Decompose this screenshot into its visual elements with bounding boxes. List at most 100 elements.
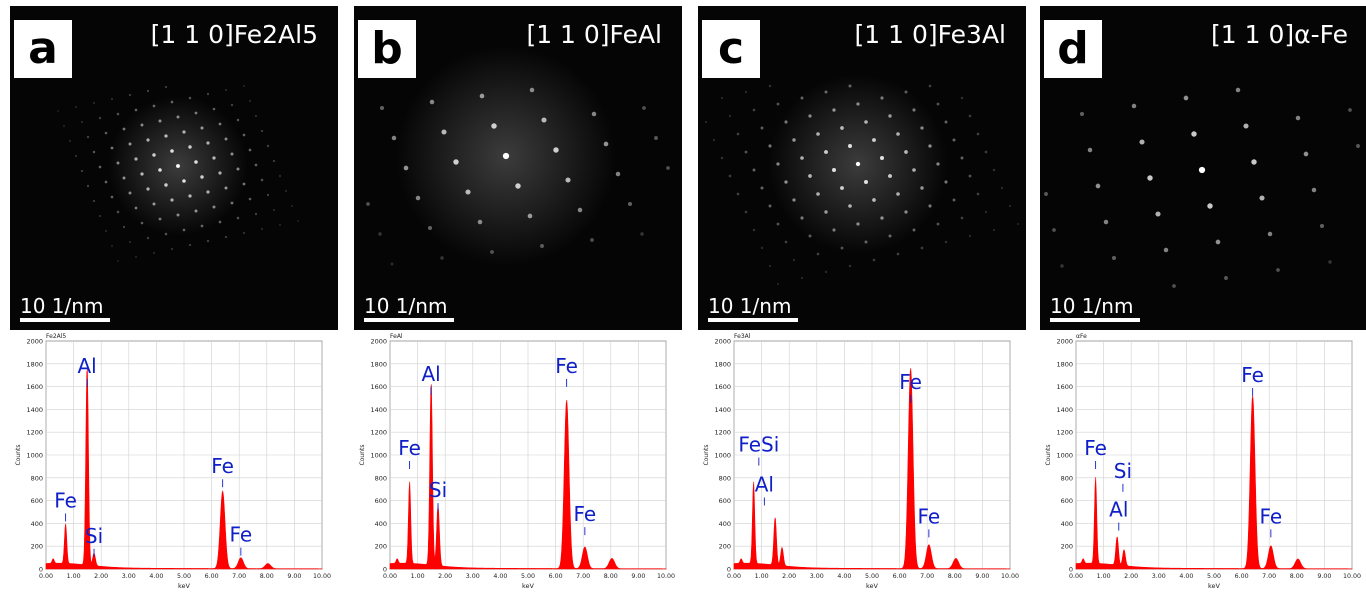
diffraction-spot [1052,228,1056,232]
scale-bar [20,318,110,322]
eds-spectrum: 0 200 400 600 800 1000 1200 1400 1600 1800 2000 0.0… [1040,333,1366,597]
diffraction-spot [279,224,281,226]
diffraction-spot [182,228,186,232]
diffraction-spot [590,238,594,242]
x-tick-label: 7.00 [1262,573,1276,580]
diffraction-spot [1008,204,1012,208]
x-tick-label: 4.00 [149,573,163,580]
x-tick-label: 2.00 [1124,573,1138,580]
diffraction-spot [912,168,916,172]
y-tick-label: 200 [375,543,387,551]
diffraction-spot [248,148,252,152]
diffraction-spot [200,224,204,228]
diffraction-spot [936,222,940,226]
eds-spectrum: 0 200 400 600 800 1000 1200 1400 1600 1800 2000 0.0… [10,333,338,597]
diffraction-spot [1276,268,1280,272]
diffraction-spot [928,84,932,88]
diffraction-spot [194,209,198,213]
scale-bar-label: 10 1/nm [1050,294,1134,318]
y-tick-label: 0 [727,566,731,574]
x-tick-label: 10.00 [1343,573,1361,580]
diffraction-spot [541,117,547,123]
diffraction-spot [872,138,876,142]
diffraction-spot [152,104,156,108]
diffraction-spot [212,107,216,111]
diffraction-spot [164,134,168,138]
diffraction-spot [728,114,732,118]
diffraction-spot [74,154,78,158]
diffraction-spot [808,114,812,118]
diffraction-spot [968,174,972,178]
diffraction-spot [984,150,988,154]
diffraction-spot [278,174,282,178]
diffraction-spot [832,168,836,172]
y-tick-label: 1400 [1056,406,1073,414]
eds-chart: 0 200 400 600 800 1000 1200 1400 1600 1800 2000 0.0… [359,333,675,590]
y-tick-label: 1200 [370,429,387,437]
diffraction-spot [976,132,980,136]
diffraction-spot [1111,255,1117,261]
x-tick-label: 1.00 [411,573,425,580]
diffraction-spot [194,160,198,164]
y-tick-label: 1200 [714,429,731,437]
x-tick-label: 10.00 [1001,573,1019,580]
x-tick-label: 1.00 [67,573,81,580]
panel-b: b [1 1 0]FeAl 10 1/nm 0 200 400 600 800 1000 1… [354,0,682,597]
y-tick-label: 400 [719,520,731,528]
y-tick-label: 0 [383,566,387,574]
y-tick-label: 200 [719,543,731,551]
diffraction-spot [1044,192,1048,196]
diffraction-spot [140,221,144,225]
diffraction-spot [920,246,924,250]
peak-label: Fe [1084,436,1107,460]
diffraction-spot [75,106,77,108]
diffraction-spot [880,216,884,220]
peak-label: Fe [917,504,940,528]
diffraction-spot [135,256,137,258]
x-tick-label: 8.00 [260,573,274,580]
x-axis-label: keV [522,582,535,590]
x-tick-label: 6.00 [1235,573,1249,580]
diffraction-spot [117,260,119,262]
diffraction-spot [992,228,996,232]
diffraction-spot [768,264,772,268]
diffraction-spot [260,227,264,231]
diffraction-spot [291,205,293,207]
diffraction-spot [1198,166,1206,174]
x-axis-label: keV [1208,582,1221,590]
diffraction-spot [248,99,252,103]
diffraction-spot [920,186,924,190]
diffraction-spot [912,108,916,112]
diffraction-spot [224,137,228,141]
diffraction-spot [888,114,892,118]
diffraction-spot [158,119,162,123]
diffraction-spot [880,96,884,100]
x-tick-label: 1.00 [1097,573,1111,580]
diffraction-pattern: c [1 1 0]Fe3Al 10 1/nm [698,6,1026,330]
diffraction-spot [944,240,948,244]
x-tick-label: 2.00 [782,573,796,580]
diffraction-spot [128,142,132,146]
peak-label: Fe [229,523,252,547]
diffraction-spot [736,192,740,196]
peak-label: Al [421,362,440,386]
diffraction-spot [176,164,180,168]
y-tick-label: 1200 [26,429,43,437]
spectrum-title: Fe2Al5 [46,333,66,340]
diffraction-spot [928,144,932,148]
diffraction-spot [1147,175,1153,181]
diffraction-spot [856,222,860,226]
diffraction-spots [57,85,299,262]
diffraction-spot [992,168,996,172]
x-tick-label: 9.00 [975,573,989,580]
diffraction-spot [1103,219,1109,225]
diffraction-spot [158,168,162,172]
zone-axis-label: [1 1 0]α-Fe [1210,20,1348,49]
y-tick-label: 1000 [26,452,43,460]
scale-bar [1050,318,1140,322]
diffraction-spot [904,90,908,94]
y-tick-label: 400 [375,520,387,528]
peak-label: Al [755,472,774,496]
peak-label: Fe [1259,504,1282,528]
y-tick-label: 2000 [26,338,43,346]
